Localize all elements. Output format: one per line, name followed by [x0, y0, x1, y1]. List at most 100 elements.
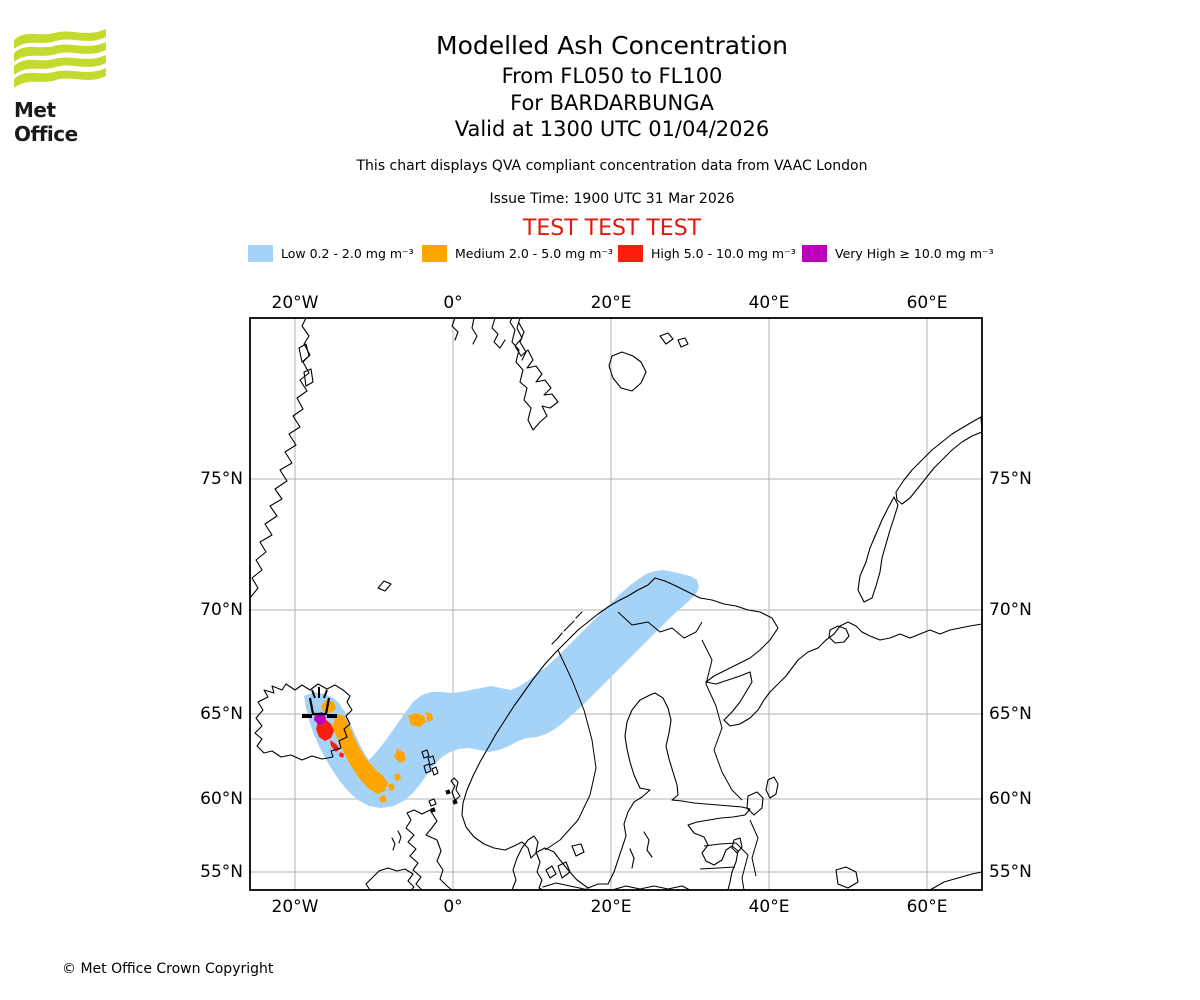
y-tick-right: 55°N [989, 862, 1032, 882]
volcano-cup [308, 697, 331, 716]
met-office-logo-waves [14, 29, 106, 88]
coastline-faroes-3 [423, 763, 432, 774]
border-norway-sweden [544, 649, 597, 851]
legend-item-3: High 5.0 - 10.0 mg m⁻³ [618, 243, 796, 263]
ash-polygon-high [339, 752, 344, 758]
test-banner: TEST TEST TEST [522, 216, 702, 241]
coastline-baltic-south-coast [611, 885, 691, 891]
subtitle-volcano: For BARDARBUNGA [510, 91, 714, 115]
border-latvia-lithuania [699, 866, 736, 870]
coastline-reservoir-se [835, 866, 859, 889]
coastline-prins-karls-forland [518, 322, 527, 361]
coastline-svalbard-edgeoya [608, 351, 647, 392]
x-tick-bottom: 20°W [271, 897, 319, 917]
coastline-jan-mayen [377, 580, 392, 592]
coastline-svalbard-spitsbergen [509, 317, 559, 431]
x-tick-bottom: 40°E [748, 897, 790, 917]
y-tick-left: 60°N [200, 789, 243, 809]
logo-wave-4 [14, 68, 106, 88]
border-baltic-east [735, 842, 749, 891]
legend-swatch-icon [248, 244, 273, 262]
ash-polygon-medium [379, 795, 387, 803]
coastline-gotland [643, 831, 653, 858]
coastline-shetland [450, 777, 461, 801]
subtitle-valid-time: Valid at 1300 UTC 01/04/2026 [454, 117, 770, 141]
met-office-logo-text: Met Office [14, 98, 78, 146]
y-tick-left: 65°N [200, 704, 243, 724]
coastline-top-fragment-2 [471, 317, 478, 345]
coastline-lofoten-1 [551, 632, 563, 645]
met-office-logo: Met Office [14, 26, 114, 146]
y-tick-left: 70°N [200, 600, 243, 620]
legend-item-2: Medium 2.0 - 5.0 mg m⁻³ [422, 243, 613, 263]
coastline-svalbard-islet-2 [677, 337, 689, 348]
coastline-lake-ladoga [746, 791, 764, 816]
legend-item-1: Low 0.2 - 2.0 mg m⁻³ [248, 243, 414, 263]
coastline-oland [629, 848, 635, 869]
y-tick-left: 55°N [200, 862, 243, 882]
logo-wave-1 [14, 29, 106, 49]
x-tick-bottom: 20°E [590, 897, 632, 917]
coastline-hebrides-2 [397, 830, 402, 844]
subtitle-flight-levels: From FL050 to FL100 [501, 64, 723, 88]
y-tick-right: 70°N [989, 600, 1032, 620]
ash-polygon-medium [394, 749, 406, 763]
x-tick-bottom: 0° [443, 897, 463, 917]
y-tick-right: 65°N [989, 704, 1032, 724]
legend: Low 0.2 - 2.0 mg m⁻³ Medium 2.0 - 5.0 mg … [0, 243, 1200, 265]
coastline-greenland-islet-2 [303, 368, 314, 387]
map-frame [249, 317, 983, 891]
legend-label: High 5.0 - 10.0 mg m⁻³ [651, 245, 796, 261]
volcano-base-right [327, 714, 337, 718]
coastline-faroes-1 [421, 749, 430, 759]
legend-label: Very High ≥ 10.0 mg m⁻³ [835, 245, 994, 261]
coastline-top-fragment-3 [491, 317, 506, 349]
volcano-prong [311, 689, 316, 699]
coastline-novaya-zemlya-south [857, 496, 899, 603]
x-tick-top: 20°E [590, 293, 632, 313]
coastline-scandinavia-coast [461, 577, 751, 891]
coastline-denmark-jutland [511, 835, 544, 891]
logo-wave-3 [14, 55, 106, 75]
x-tick-top: 40°E [748, 293, 790, 313]
coastline-lofoten-3 [575, 611, 583, 619]
x-tick-top: 60°E [906, 293, 948, 313]
volcano-marker-icon [302, 687, 337, 718]
coastline-lake-peipus [731, 837, 743, 854]
border-lapland [617, 611, 703, 639]
x-tick-bottom: 60°E [906, 897, 948, 917]
ash-polygon-low [304, 570, 699, 808]
coastlines [249, 317, 983, 891]
border-estonia-latvia [703, 842, 737, 847]
volcano-prong [323, 689, 328, 699]
coastline-lofoten-2 [563, 620, 575, 632]
ash-polygon-medium [408, 713, 426, 727]
copyright-notice: © Met Office Crown Copyright [62, 961, 274, 977]
coastline-great-britain [405, 809, 453, 891]
coastline-hebrides-1 [391, 837, 396, 851]
coastline-danish-isle-zealand [557, 861, 571, 879]
coastline-ireland [365, 867, 415, 891]
issue-time: Issue Time: 1900 UTC 31 Mar 2026 [489, 191, 735, 207]
coastline-lake-vanern [571, 843, 585, 857]
border-russia-west [749, 819, 759, 877]
y-tick-right: 60°N [989, 789, 1032, 809]
coastline-svalbard-islet-1 [659, 332, 674, 345]
logo-wave-2 [14, 42, 106, 62]
coastline-orkney [428, 798, 437, 807]
ash-polygon-medium [394, 773, 401, 781]
coastline-faroes-4 [431, 766, 439, 776]
ash-polygon-medium [388, 783, 395, 791]
coastline-greenland-islet-1 [298, 343, 310, 363]
coastline-greenland-coast [249, 317, 311, 599]
coastline-bottom-right-coast [929, 871, 983, 891]
ash-plume-very_high [314, 712, 326, 725]
legend-item-4: Very High ≥ 10.0 mg m⁻³ [802, 243, 994, 263]
x-tick-top: 20°W [271, 293, 319, 313]
legend-swatch-icon [618, 244, 643, 262]
ash-plume-low [304, 570, 699, 808]
coastline-islet-dot-1 [445, 789, 451, 795]
coastline-novaya-zemlya-north [895, 416, 983, 505]
